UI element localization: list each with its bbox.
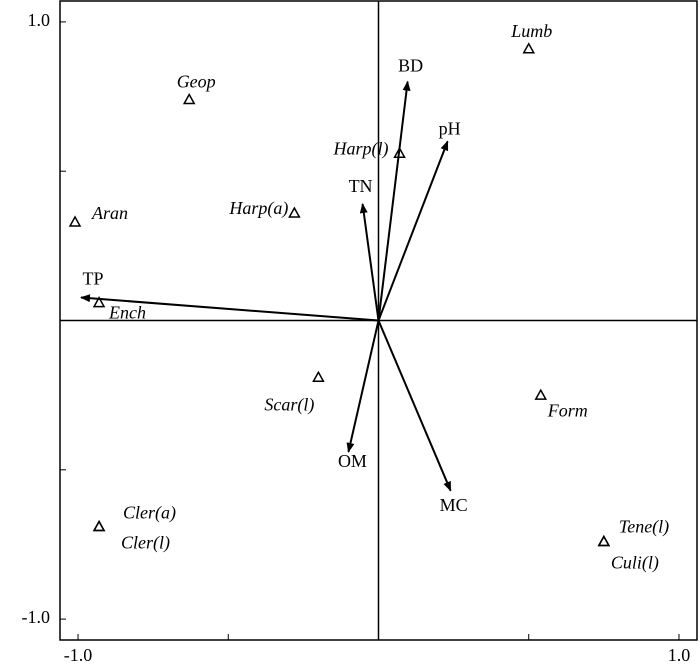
species-label: Tene(l) [619, 517, 669, 538]
species-label: Lumb [510, 21, 552, 41]
species-label: Culi(l) [611, 553, 659, 574]
species-point [92, 296, 106, 308]
env-arrow [377, 140, 449, 321]
species-label: Harp(a) [228, 198, 288, 219]
x-tick-label: -1.0 [64, 645, 93, 665]
env-arrow [346, 320, 380, 453]
species-label: Cler(a) [123, 503, 176, 524]
env-label: TP [83, 269, 104, 289]
species-point [393, 146, 406, 159]
env-arrow [377, 320, 452, 492]
env-arrow [80, 294, 379, 322]
env-arrow [359, 203, 380, 321]
env-label: TN [349, 176, 373, 196]
species-label: Cler(l) [121, 533, 170, 554]
species-point [312, 370, 325, 382]
species-point [522, 42, 536, 54]
species-point [92, 519, 106, 532]
env-label: pH [439, 118, 461, 138]
species-point [68, 215, 82, 227]
species-label: Aran [91, 203, 128, 223]
env-label: MC [440, 495, 468, 515]
env-label: BD [398, 56, 423, 76]
env-label: OM [338, 451, 367, 471]
species-point [182, 92, 196, 105]
species-point [597, 534, 611, 547]
species-label: Scar(l) [264, 394, 314, 415]
env-arrow [377, 80, 411, 321]
species-label: Form [547, 400, 588, 420]
species-point [534, 388, 548, 400]
species-label: Geop [177, 72, 216, 92]
species-label: Ench [108, 303, 146, 323]
species-point [288, 206, 301, 218]
y-tick-label: 1.0 [28, 10, 51, 30]
y-tick-label: -1.0 [22, 607, 51, 627]
x-tick-label: 1.0 [668, 645, 691, 665]
species-label: Harp(l) [333, 138, 389, 159]
